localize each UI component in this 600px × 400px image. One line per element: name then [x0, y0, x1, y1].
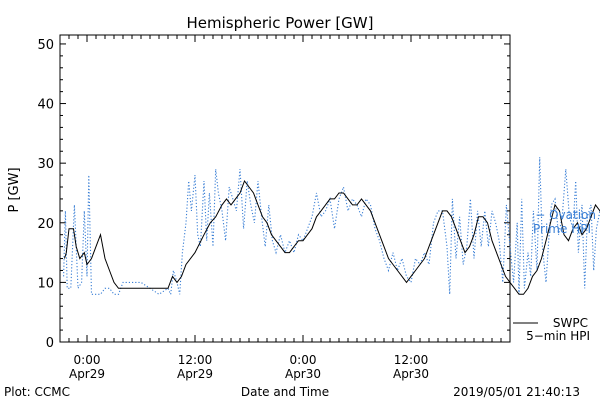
x-tick-date-label: Apr29: [69, 367, 105, 381]
x-tick-label: 0:00: [74, 353, 101, 367]
x-tick-label: 0:00: [290, 353, 317, 367]
series-layer: [63, 157, 600, 297]
plot-credit: Plot: CCMC: [4, 385, 70, 399]
legend-swpc: SWPC 5−min HPI: [513, 316, 590, 343]
x-tick-label: 12:00: [178, 353, 213, 367]
series-line-swpc: [64, 179, 600, 295]
y-tick-label: 30: [37, 157, 54, 172]
legend-ovation: − Ovation Prime HPI: [533, 208, 596, 236]
x-tick-date-label: Apr29: [177, 367, 213, 381]
y-tick-label: 10: [37, 276, 54, 291]
chart-title: Hemispheric Power [GW]: [187, 14, 374, 32]
y-axis-label: P [GW]: [7, 167, 22, 212]
series-line-ovation: [63, 157, 600, 297]
y-axis-ticks: 0 10 20 30 40 50: [37, 38, 510, 351]
timestamp: 2019/05/01 21:40:13: [453, 385, 580, 399]
y-tick-label: 0: [46, 336, 54, 351]
legend-ovation-line2: Prime HPI: [533, 222, 591, 236]
y-tick-label: 20: [37, 217, 54, 232]
y-tick-label: 50: [37, 38, 54, 53]
legend-swpc-line1: SWPC: [553, 316, 588, 330]
plot-frame: [59, 34, 511, 343]
x-tick-date-label: Apr30: [285, 367, 321, 381]
x-axis-label: Date and Time: [241, 385, 329, 399]
legend-ovation-line1: − Ovation: [535, 208, 596, 222]
x-tick-label: 12:00: [394, 353, 429, 367]
plot-border: [59, 34, 511, 343]
x-tick-date-label: Apr30: [393, 367, 429, 381]
y-tick-label: 40: [37, 98, 54, 113]
legend-swpc-line2: 5−min HPI: [526, 329, 590, 343]
